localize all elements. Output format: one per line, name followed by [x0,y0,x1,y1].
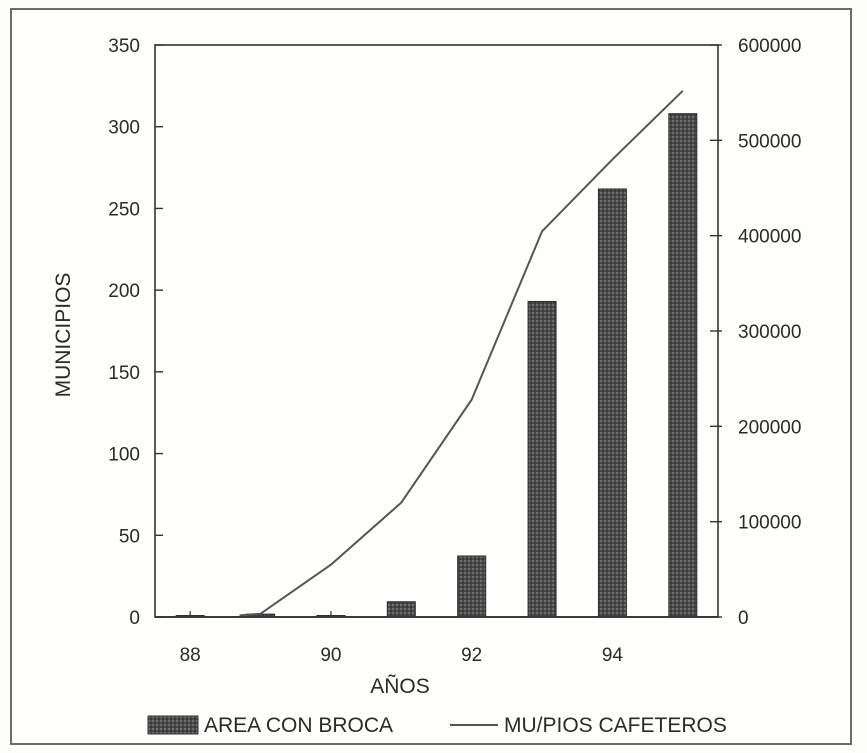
legend-label-mu-pios-cafeteros: MU/PIOS CAFETEROS [504,714,727,737]
bar-area-con-broca [386,601,416,618]
legend-swatch-area-con-broca [147,715,199,735]
line-mu-pios-cafeteros [239,90,684,617]
bar-area-con-broca [527,300,557,618]
plot-area: 0 50 100 150 200 250 300 350 0 100000 200000 300000… [108,36,801,666]
y-right-tick-label: 200000 [738,417,801,438]
x-tick-label: 88 [180,645,201,666]
bar-area-con-broca [597,188,627,618]
y-right-tick-label: 0 [738,608,749,629]
chart-frame [10,8,852,745]
y-left-tick-label: 300 [108,118,140,139]
y-left-tick-label: 150 [108,363,140,384]
x-tick-label: 92 [461,645,482,666]
y-axis-title: MUNICIPIOS [52,273,75,398]
x-tick-label: 90 [320,645,341,666]
y-left-tick-label: 250 [108,199,140,220]
bar-area-con-broca [668,113,698,618]
x-tick-label: 94 [602,645,624,666]
y-right-tick-label: 500000 [738,131,801,152]
legend-label-area-con-broca: AREA CON BROCA [204,714,393,737]
y-left-tick-label: 0 [129,608,140,629]
y-left-tick-label: 200 [108,281,140,302]
y-left-tick-label: 100 [108,445,140,466]
y-right-tick-label: 600000 [738,36,801,57]
x-axis-title: AÑOS [370,674,430,698]
y-right-tick-label: 100000 [738,513,801,534]
legend: AREA CON BROCA MU/PIOS CAFETEROS [147,714,727,737]
y-right-tick-label: 300000 [738,322,801,343]
plot-border [154,44,719,618]
y-right-tick-label: 400000 [738,227,801,248]
y-left-tick-label: 350 [108,36,140,57]
bar-area-con-broca [457,555,487,618]
y-left-tick-label: 50 [119,526,140,547]
